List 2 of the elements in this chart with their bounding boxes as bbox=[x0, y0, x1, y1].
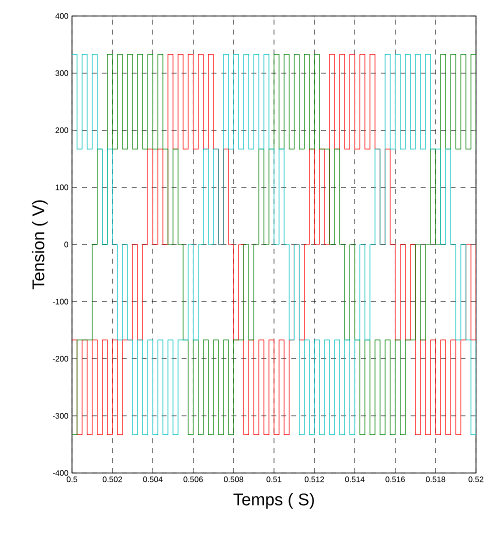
y-axis-title: Tension ( V) bbox=[32, 200, 48, 290]
x-axis-title: Temps ( S) bbox=[233, 493, 314, 509]
